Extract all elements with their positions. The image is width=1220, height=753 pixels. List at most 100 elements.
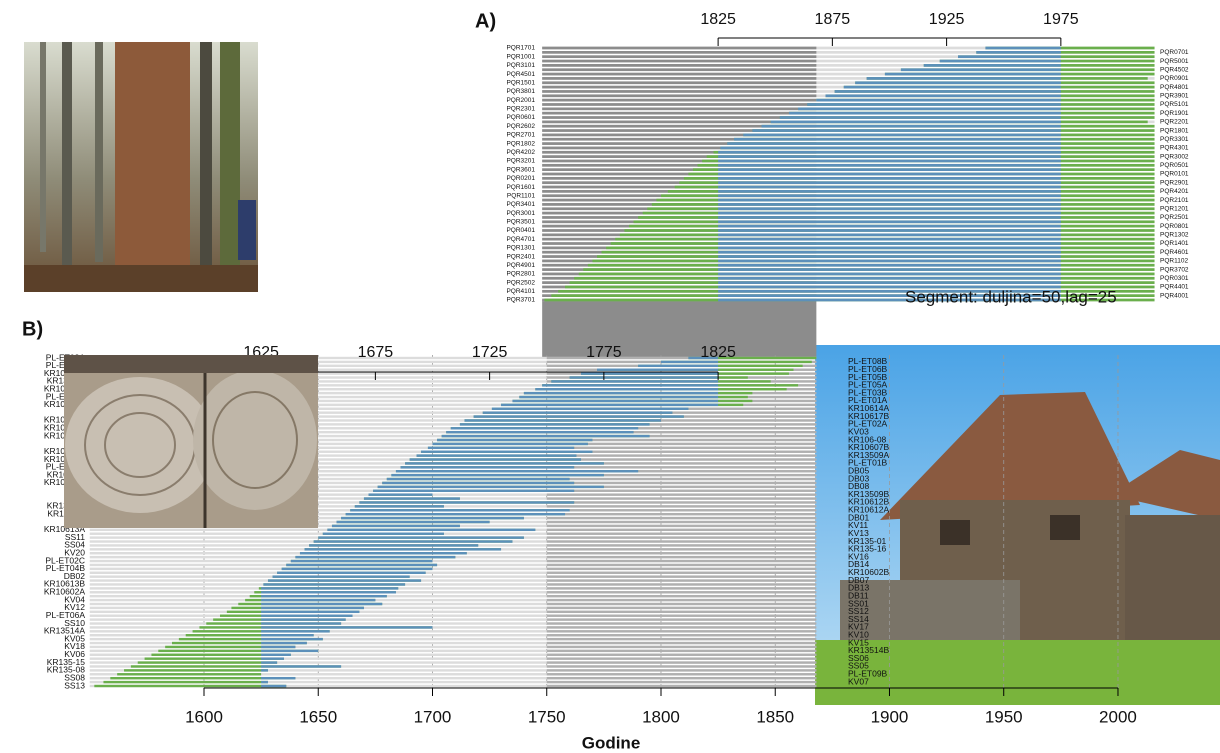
overlap-lane — [546, 591, 817, 594]
overlap-lane — [546, 536, 817, 539]
series-label: PQR1001 — [506, 53, 535, 60]
series-label: DB05 — [848, 465, 870, 475]
segment-overlay — [261, 634, 314, 637]
segment-overlay — [350, 509, 570, 512]
overlap-lane — [542, 50, 817, 54]
lane — [542, 59, 1155, 63]
segment-overlay — [341, 516, 524, 520]
series-label: PQR2501 — [1160, 214, 1189, 221]
segment-overlay — [718, 224, 1061, 228]
series-label: PQR4301 — [1160, 145, 1189, 152]
series-label: PL-ET01B — [848, 458, 888, 468]
segment-overlay — [718, 203, 1061, 206]
overlap-lane — [546, 579, 817, 582]
overlap-lane — [542, 98, 817, 102]
series-label: SS10 — [64, 618, 85, 628]
overlap-lane — [542, 155, 817, 158]
overlap-lane — [546, 485, 817, 489]
segment-overlay — [322, 532, 444, 535]
segment-overlay — [421, 450, 593, 453]
overlap-lane — [546, 552, 817, 555]
series-bar — [165, 645, 296, 649]
lane — [89, 649, 817, 653]
series-label: PQR3301 — [1160, 136, 1189, 143]
overlap-lane — [542, 77, 817, 80]
overlap-lane — [546, 555, 817, 559]
segment-overlay — [788, 111, 1061, 115]
series-label: KR10602A — [44, 587, 85, 597]
series-label: DB02 — [64, 571, 86, 581]
segment-overlay — [261, 661, 278, 664]
series-label: KR135-01 — [848, 536, 887, 546]
overlap-lane — [546, 454, 817, 457]
segment-overlay — [450, 427, 639, 430]
lane — [89, 610, 817, 614]
lane — [89, 630, 817, 633]
series-label: PQR4502 — [1160, 66, 1189, 73]
lane — [89, 395, 817, 399]
lane — [542, 55, 1155, 59]
series-label: PQR1102 — [1160, 258, 1188, 265]
segment-overlay — [718, 211, 1061, 215]
series-label: PQR0801 — [1160, 223, 1189, 230]
segment-overlay — [261, 676, 296, 680]
series-label: PQR2901 — [1160, 179, 1189, 186]
segment-overlay — [718, 150, 1061, 154]
series-label: PQR4202 — [506, 149, 535, 156]
series-label: KR106-08 — [848, 434, 887, 444]
overlap-lane — [542, 172, 817, 176]
segment-overlay — [409, 458, 582, 461]
overlap-lane — [546, 544, 817, 547]
series-label: PL-ET04B — [46, 563, 86, 573]
lane — [89, 673, 817, 676]
x-tick-label: 1600 — [185, 707, 223, 726]
series-label: SS14 — [848, 614, 869, 624]
overlap-lane — [546, 462, 817, 465]
overlap-lane — [546, 423, 817, 426]
overlap-lane — [546, 649, 817, 653]
series-label: KR10602B — [848, 567, 889, 577]
overlap-lane — [546, 571, 817, 574]
segment-overlay — [866, 77, 1061, 80]
annotation: Segment: duljina=50,lag=25 — [905, 287, 1117, 306]
segment-overlay — [281, 567, 433, 571]
lane — [542, 46, 1155, 50]
series-label: SS12 — [848, 606, 869, 616]
lane — [89, 591, 817, 594]
segment-overlay — [718, 272, 1061, 276]
overlap-lane — [546, 622, 817, 625]
segment-overlay — [923, 64, 1061, 67]
overlap-lane — [546, 610, 817, 614]
segment-overlay — [261, 606, 364, 610]
segment-overlay — [807, 103, 1061, 106]
overlap-lane — [546, 466, 817, 469]
lane — [89, 637, 817, 641]
lane — [89, 505, 817, 508]
segment-overlay — [427, 446, 575, 450]
segment-overlay — [459, 423, 650, 426]
overlap-lane — [546, 520, 817, 524]
segment-overlay — [261, 665, 342, 668]
lane — [89, 645, 817, 649]
series-label: KV17 — [848, 622, 869, 632]
overlap-lane — [546, 641, 817, 645]
segment-overlay — [718, 276, 1061, 280]
panel-label: B) — [22, 318, 43, 340]
overlap-lane — [546, 684, 817, 688]
lane — [89, 368, 817, 371]
segment-overlay — [535, 388, 719, 391]
segment-overlay — [718, 246, 1061, 250]
x-tick-label: 1800 — [642, 707, 680, 726]
segment-overlay — [718, 176, 1061, 180]
series-label: PQR1401 — [1160, 240, 1189, 247]
overlap-lane — [546, 602, 817, 606]
lane — [89, 532, 817, 535]
series-label: SS08 — [64, 672, 85, 682]
overlap-block — [542, 300, 817, 358]
series-label: PQR5101 — [1160, 101, 1189, 108]
x-tick-label: 1700 — [414, 707, 452, 726]
series-label: PQR3601 — [506, 166, 535, 173]
series-bar — [158, 649, 319, 653]
segment-overlay — [884, 72, 1061, 76]
